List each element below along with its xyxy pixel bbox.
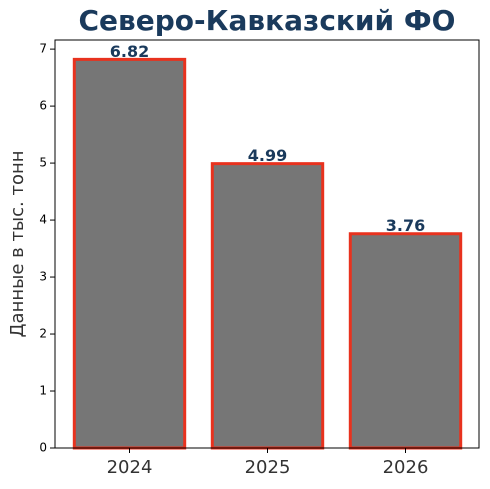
y-tick-label: 4 [39,213,47,227]
data-label: 4.99 [248,146,287,165]
y-tick-label: 6 [39,99,47,113]
y-tick-label: 2 [39,327,47,341]
plot-frame [54,39,480,449]
x-tick-label: 2025 [245,457,291,478]
bar [348,232,463,450]
data-label: 6.82 [110,42,149,61]
x-tick-label: 2026 [383,457,429,478]
chart-title: Северо-Кавказский ФО [79,4,456,37]
bar [72,57,187,450]
y-tick-label: 1 [39,384,47,398]
data-label: 3.76 [386,216,425,235]
y-tick-label: 5 [39,156,47,170]
y-axis-label: Данные в тыс. тонн [7,150,28,337]
bar [210,162,325,450]
y-tick-label: 0 [39,441,47,455]
y-tick-label: 3 [39,270,47,284]
y-tick-label: 7 [39,42,47,56]
x-tick-label: 2024 [107,457,153,478]
